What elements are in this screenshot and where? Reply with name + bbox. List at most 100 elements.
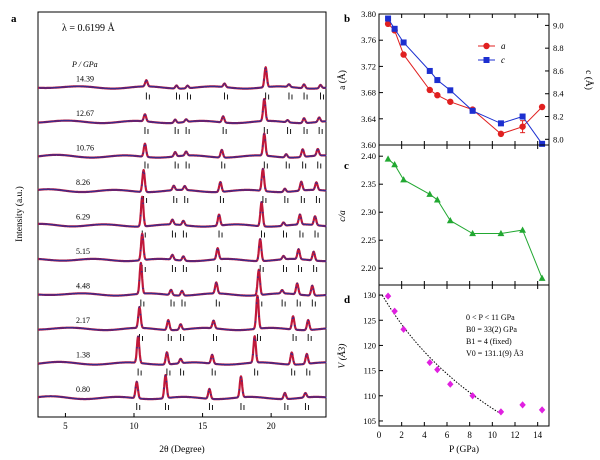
observed-point — [297, 189, 300, 191]
observed-point — [99, 122, 101, 124]
observed-point — [204, 327, 206, 329]
observed-point — [208, 155, 211, 158]
observed-point — [169, 363, 171, 365]
observed-point — [237, 122, 239, 124]
data-point — [391, 307, 398, 315]
observed-point — [204, 397, 206, 400]
observed-point — [155, 258, 158, 260]
observed-point — [178, 327, 180, 329]
observed-point — [147, 155, 149, 158]
series-line — [387, 158, 543, 279]
observed-point — [46, 188, 48, 191]
observed-point — [110, 294, 112, 297]
observed-point — [301, 183, 304, 185]
observed-point — [70, 85, 73, 88]
observed-point — [248, 224, 250, 226]
observed-point — [80, 85, 83, 88]
observed-point — [95, 397, 97, 400]
observed-point — [201, 293, 204, 295]
observed-point — [226, 258, 228, 260]
observed-point — [283, 121, 285, 123]
observed-point — [189, 189, 191, 192]
observed-point — [252, 396, 254, 398]
observed-point — [317, 224, 320, 226]
observed-point — [121, 87, 123, 89]
observed-point — [321, 189, 323, 192]
observed-point — [112, 294, 115, 297]
observed-point — [316, 294, 318, 297]
observed-point — [49, 120, 52, 123]
observed-point — [166, 320, 169, 323]
observed-point — [226, 122, 228, 124]
observed-point — [212, 258, 215, 261]
observed-point — [176, 328, 179, 331]
observed-point — [158, 363, 160, 366]
observed-point — [118, 154, 121, 157]
observed-point — [141, 120, 143, 122]
observed-point — [205, 293, 207, 295]
observed-point — [118, 294, 121, 297]
observed-point — [274, 292, 276, 295]
observed-point — [294, 291, 296, 294]
observed-point — [68, 154, 70, 157]
observed-point — [50, 294, 53, 296]
observed-point — [274, 259, 276, 261]
observed-point — [85, 121, 88, 123]
observed-point — [144, 292, 147, 295]
observed-point — [185, 187, 188, 190]
observed-point — [58, 224, 60, 227]
observed-point — [99, 258, 101, 260]
observed-point — [249, 189, 252, 191]
observed-point — [168, 258, 170, 261]
observed-point — [110, 362, 112, 365]
observed-point — [183, 293, 185, 295]
observed-point — [204, 155, 206, 157]
observed-point — [39, 328, 42, 331]
observed-point — [126, 189, 128, 192]
observed-point — [316, 222, 318, 225]
observed-point — [183, 255, 185, 258]
observed-point — [285, 85, 288, 88]
observed-point — [243, 294, 246, 297]
data-point — [497, 229, 505, 237]
observed-point — [107, 294, 110, 297]
observed-point — [157, 363, 159, 366]
observed-point — [75, 120, 78, 122]
observed-point — [181, 188, 184, 190]
observed-point — [49, 154, 52, 156]
observed-point — [47, 87, 49, 89]
observed-point — [242, 362, 244, 365]
observed-point — [118, 87, 121, 90]
observed-point — [200, 225, 202, 228]
observed-point — [278, 327, 280, 330]
observed-point — [292, 293, 295, 295]
observed-point — [50, 188, 53, 191]
observed-point — [284, 363, 286, 366]
observed-point — [74, 259, 76, 261]
observed-point — [212, 120, 215, 123]
observed-point — [268, 293, 270, 295]
observed-point — [81, 85, 84, 88]
observed-point — [287, 363, 290, 365]
observed-point — [143, 172, 146, 175]
y-tick-label: 105 — [363, 416, 376, 426]
observed-point — [173, 329, 175, 331]
observed-point — [57, 120, 59, 122]
y-tick-label-right: 9.0 — [553, 20, 564, 30]
observed-point — [101, 329, 104, 331]
observed-point — [181, 154, 184, 157]
observed-point — [176, 121, 179, 124]
observed-point — [152, 85, 154, 88]
observed-point — [150, 224, 153, 227]
observed-point — [237, 223, 239, 226]
pressure-header: P / GPa — [71, 60, 98, 69]
observed-point — [206, 327, 208, 329]
observed-point — [295, 286, 297, 289]
observed-point — [153, 258, 155, 260]
observed-point — [59, 396, 62, 398]
observed-point — [128, 120, 131, 122]
observed-point — [212, 156, 215, 158]
observed-point — [91, 121, 94, 124]
observed-point — [202, 259, 205, 262]
y-tick-label: 120 — [363, 340, 376, 350]
